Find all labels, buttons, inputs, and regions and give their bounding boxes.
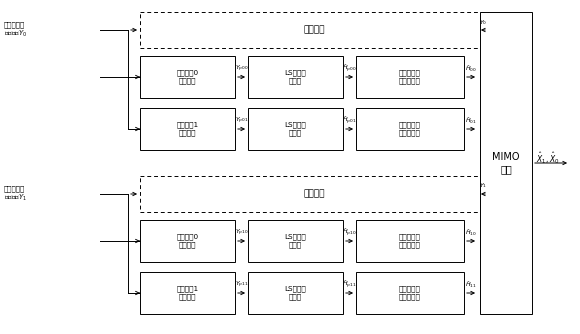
Bar	[140, 56, 235, 98]
Bar	[140, 176, 488, 212]
Text: 级联时频二
维线性内插: 级联时频二 维线性内插	[399, 234, 421, 248]
Text: 接收天线已
同步信号$Y_0$: 接收天线已 同步信号$Y_0$	[4, 21, 27, 39]
Text: 发射天线0
导频提取: 发射天线0 导频提取	[176, 70, 198, 84]
Text: LS算法信
道估计: LS算法信 道估计	[285, 70, 306, 84]
Bar	[248, 220, 343, 262]
Text: $\hat{H}_{p11}$: $\hat{H}_{p11}$	[342, 278, 357, 290]
Text: 延时接收: 延时接收	[303, 25, 325, 34]
Text: 发射天线0
导频提取: 发射天线0 导频提取	[176, 234, 198, 248]
Bar	[248, 56, 343, 98]
Text: MIMO
检测: MIMO 检测	[492, 152, 520, 174]
Text: 级联时频二
维线性内插: 级联时频二 维线性内插	[399, 122, 421, 136]
Bar	[248, 108, 343, 150]
Text: $\hat{H}_{10}$: $\hat{H}_{10}$	[465, 227, 477, 237]
Text: LS算法信
道估计: LS算法信 道估计	[285, 122, 306, 136]
Bar	[480, 12, 532, 314]
Text: $Y_{p10}$: $Y_{p10}$	[234, 227, 248, 237]
Text: 发射天线1
导频提取: 发射天线1 导频提取	[176, 122, 198, 136]
Bar	[140, 220, 235, 262]
Text: $Y_{p00}$: $Y_{p00}$	[234, 63, 248, 73]
Text: $\hat{H}_{p00}$: $\hat{H}_{p00}$	[342, 61, 357, 73]
Text: $\hat{H}_{00}$: $\hat{H}_{00}$	[465, 63, 477, 73]
Text: $Y_{p01}$: $Y_{p01}$	[235, 115, 248, 126]
Text: 级联时频二
维线性内插: 级联时频二 维线性内插	[399, 286, 421, 300]
Text: $Y_0$: $Y_0$	[479, 18, 487, 26]
Text: $Y_{p11}$: $Y_{p11}$	[235, 279, 248, 290]
Text: $Y_1$: $Y_1$	[479, 182, 487, 190]
Text: $\hat{H}_{p01}$: $\hat{H}_{p01}$	[342, 114, 357, 126]
Text: 延时接收: 延时接收	[303, 189, 325, 198]
Text: $\hat{H}_{01}$: $\hat{H}_{01}$	[465, 115, 477, 126]
Bar	[356, 220, 464, 262]
Bar	[356, 272, 464, 314]
Text: 级联时频二
维线性内插: 级联时频二 维线性内插	[399, 70, 421, 84]
Text: $\hat{H}_{11}$: $\hat{H}_{11}$	[465, 279, 477, 290]
Bar	[356, 108, 464, 150]
Bar	[140, 108, 235, 150]
Bar	[356, 56, 464, 98]
Text: $\hat{X}_1, \hat{X}_0$: $\hat{X}_1, \hat{X}_0$	[536, 150, 560, 166]
Text: $\hat{H}_{p10}$: $\hat{H}_{p10}$	[342, 225, 357, 237]
Bar	[140, 12, 488, 48]
Text: LS算法信
道估计: LS算法信 道估计	[285, 286, 306, 300]
Text: 发射天线1
导频提取: 发射天线1 导频提取	[176, 286, 198, 300]
Text: LS算法信
道估计: LS算法信 道估计	[285, 234, 306, 248]
Text: 接收天线已
同步信号$Y_1$: 接收天线已 同步信号$Y_1$	[4, 185, 27, 203]
Bar	[140, 272, 235, 314]
Bar	[248, 272, 343, 314]
